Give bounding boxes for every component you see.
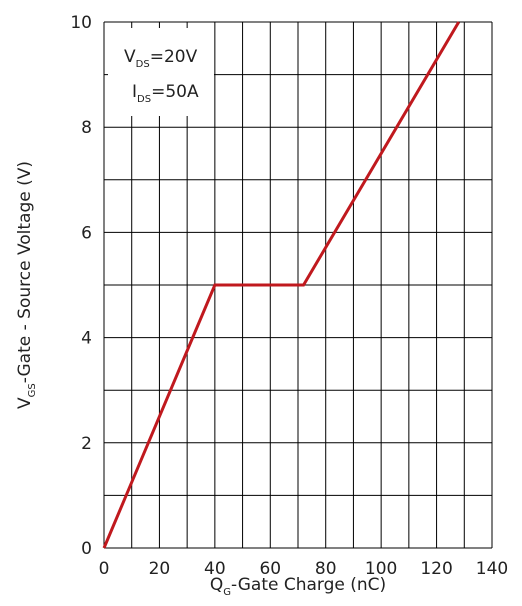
- x-axis-title: QG-Gate Charge (nC): [210, 575, 386, 598]
- gate-charge-line: [102, 21, 461, 549]
- x-tick-label: 120: [420, 559, 452, 579]
- grid: [103, 21, 493, 549]
- series-layer: [102, 21, 461, 549]
- annotation-text: VDS=20V: [124, 47, 198, 70]
- tick-labels: 0 20 40 60 80 100 120 140 0 2 4 6 8 10: [70, 13, 508, 579]
- x-tick-label: 40: [204, 559, 226, 579]
- x-tick-label: 0: [99, 559, 110, 579]
- y-tick-label: 0: [81, 539, 92, 559]
- y-tick-label: 10: [70, 13, 92, 33]
- x-tick-label: 100: [365, 559, 397, 579]
- annotation-box-background: [108, 28, 214, 116]
- x-tick-label: 20: [149, 559, 171, 579]
- y-tick-label: 4: [81, 329, 92, 349]
- y-axis-title: VGS-Gate - Source Voltage (V): [15, 161, 38, 409]
- annotation-box: VDS=20V IDS=50A: [108, 28, 214, 116]
- y-tick-label: 2: [81, 434, 92, 454]
- x-tick-label: 140: [476, 559, 508, 579]
- x-tick-label: 60: [259, 559, 281, 579]
- annotation-text: IDS=50A: [132, 82, 199, 105]
- x-tick-label: 80: [315, 559, 337, 579]
- axis-titles: QG-Gate Charge (nC) VGS-Gate - Source Vol…: [15, 161, 386, 598]
- y-tick-label: 8: [81, 118, 92, 138]
- y-tick-label: 6: [81, 223, 92, 243]
